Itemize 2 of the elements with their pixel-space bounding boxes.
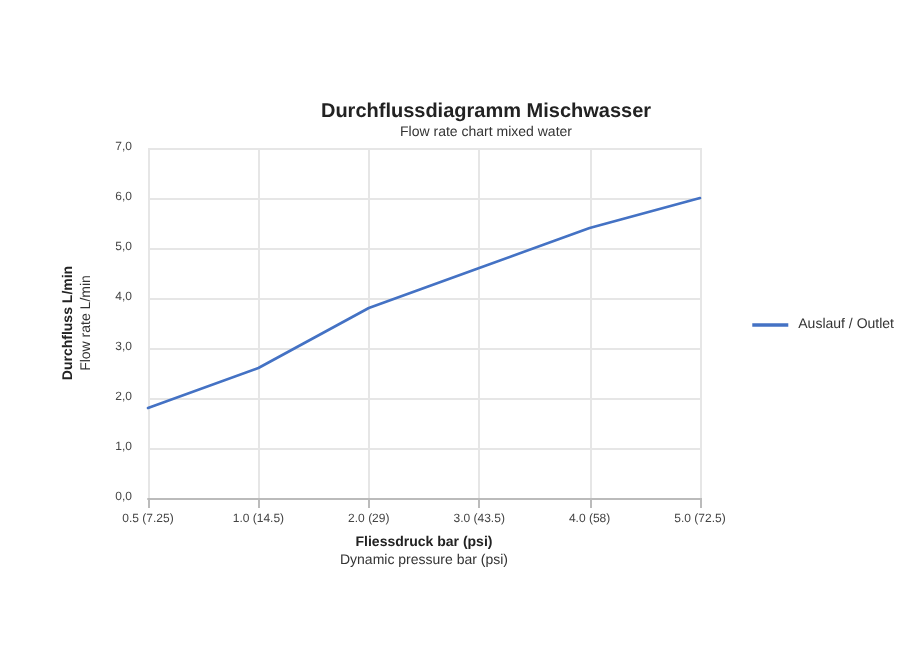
line-series (146, 196, 702, 410)
chart-title: Durchflussdiagramm Mischwasser (320, 101, 652, 123)
